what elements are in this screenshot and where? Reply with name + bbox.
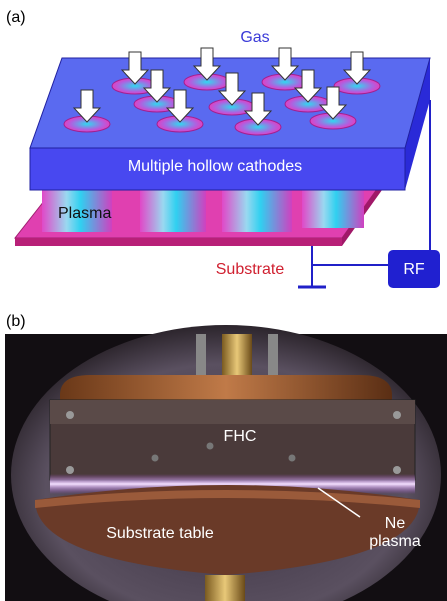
panel-label: (b)	[6, 313, 26, 330]
substrate-edge	[15, 238, 342, 246]
substrate-label: Substrate	[216, 261, 285, 278]
plasma-label: Plasma	[58, 205, 111, 222]
substrate-table-label: Substrate table	[106, 525, 214, 542]
panel-label: (a)	[6, 9, 26, 26]
gas-label: Gas	[240, 29, 269, 46]
rf-label: RF	[403, 261, 425, 278]
photo	[5, 325, 447, 601]
ne-plasma-label: Ne	[385, 515, 406, 532]
cathode-label: Multiple hollow cathodes	[128, 158, 302, 175]
fhc-label: FHC	[224, 428, 257, 445]
figure: (a) Multiple hollow cathodes Gas Plasma …	[0, 0, 447, 601]
ne-plasma-label: plasma	[369, 533, 421, 550]
